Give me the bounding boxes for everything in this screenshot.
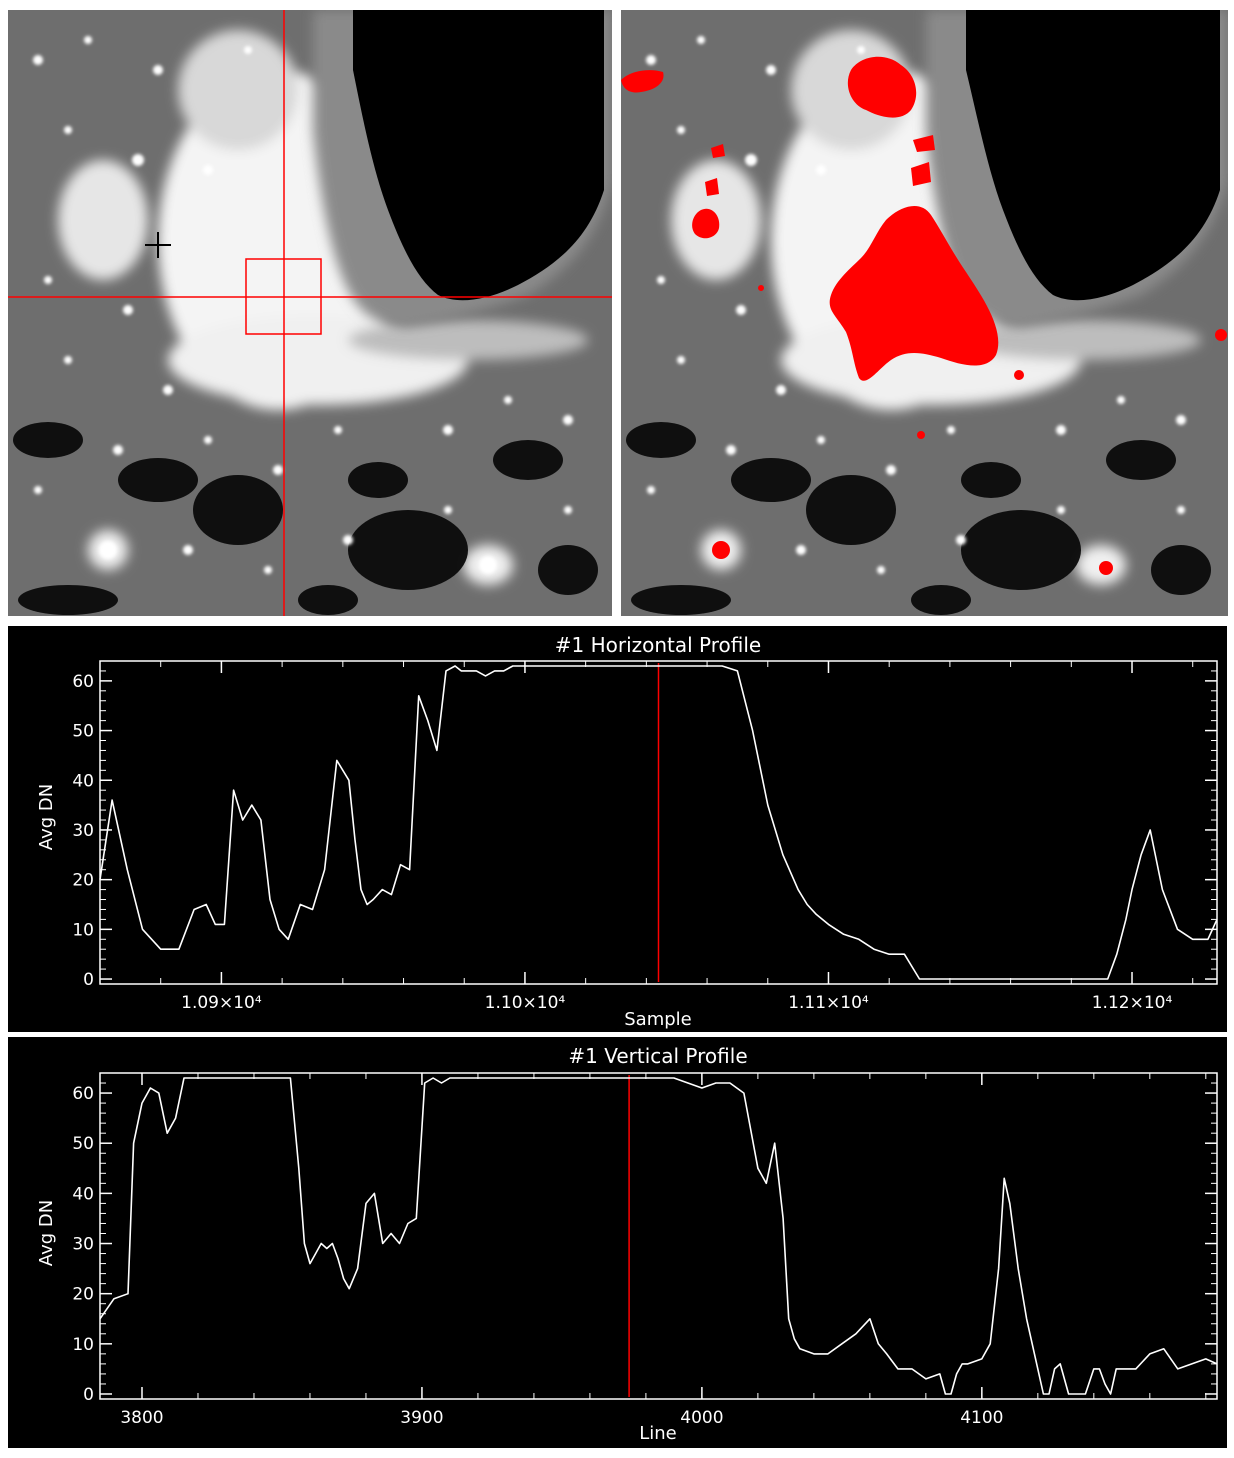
threshold-mask [621, 56, 1227, 575]
horizontal-profile-chart: #1 Horizontal Profile Avg DN Sample 0 10 2… [8, 626, 1227, 1032]
y-tick-label: 30 [72, 821, 94, 841]
x-tick-label: 1.11×10⁴ [788, 993, 869, 1013]
plot-frame [99, 1072, 1218, 1400]
y-tick-label: 20 [72, 871, 94, 891]
vertical-profile-chart: #1 Vertical Profile Avg DN Line 0 10 20 30 4… [8, 1037, 1227, 1448]
x-tick-label: 4000 [680, 1408, 723, 1428]
x-axis-label: Line [639, 1423, 677, 1444]
x-tick-label: 1.10×10⁴ [485, 993, 566, 1013]
x-tick-label: 1.09×10⁴ [181, 993, 262, 1013]
plot-frame [99, 660, 1218, 985]
y-axis-label: Avg DN [36, 1200, 57, 1266]
x-tick-label: 3900 [400, 1408, 443, 1428]
y-tick-label: 10 [72, 1335, 94, 1355]
x-axis-label: Sample [624, 1009, 692, 1030]
series-line [99, 1077, 1218, 1395]
image-view-left[interactable] [8, 10, 612, 616]
y-tick-label: 20 [72, 1285, 94, 1305]
y-tick-label: 0 [83, 970, 94, 990]
y-tick-label: 40 [72, 1184, 94, 1204]
y-tick-label: 50 [72, 1134, 94, 1154]
y-tick-label: 10 [72, 920, 94, 940]
x-tick-label: 3800 [120, 1408, 163, 1428]
x-tick-label: 1.12×10⁴ [1092, 993, 1173, 1013]
y-tick-label: 50 [72, 722, 94, 742]
series-line [99, 665, 1218, 980]
y-tick-label: 60 [72, 672, 94, 692]
y-tick-label: 0 [83, 1385, 94, 1405]
image-view-right[interactable] [621, 10, 1228, 616]
chart-title: #1 Vertical Profile [568, 1044, 747, 1068]
crosshair [8, 10, 612, 616]
x-tick-label: 4100 [960, 1408, 1003, 1428]
y-tick-label: 60 [72, 1084, 94, 1104]
chart-title: #1 Horizontal Profile [555, 633, 762, 657]
y-tick-label: 40 [72, 771, 94, 791]
cursor-icon [145, 232, 171, 258]
y-axis-label: Avg DN [36, 784, 57, 850]
y-tick-label: 30 [72, 1235, 94, 1255]
